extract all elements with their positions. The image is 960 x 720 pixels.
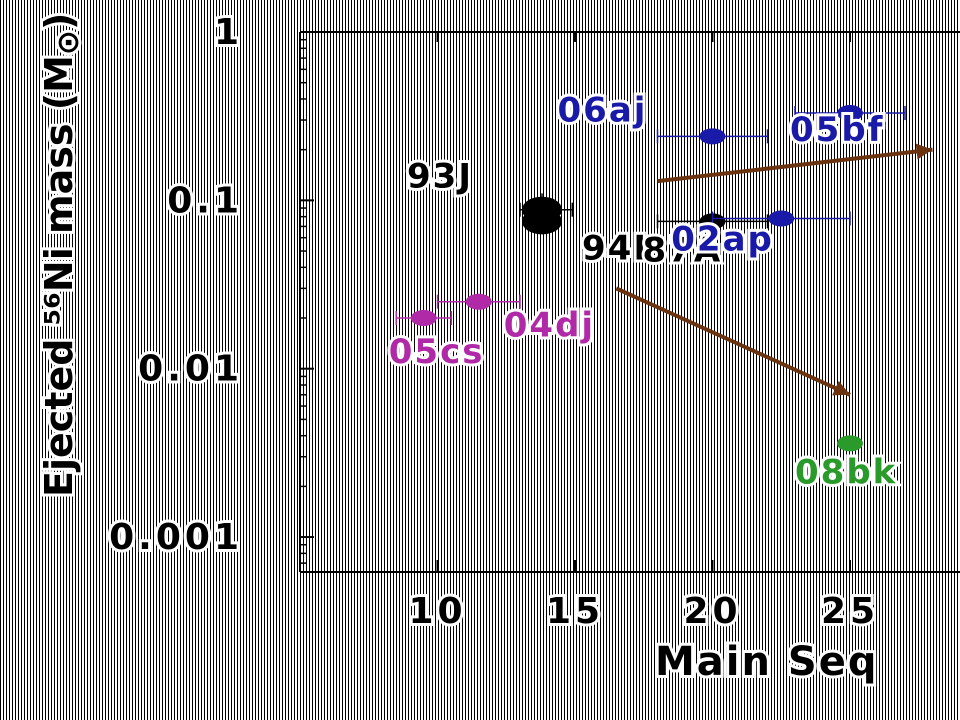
x-axis-title: Main Seq	[655, 639, 878, 685]
x-tick-label: 25	[821, 591, 879, 632]
svg-text:Ejected ⁵⁶Ni mass (M⊙): Ejected ⁵⁶Ni mass (M⊙)	[37, 13, 86, 497]
data-point-marker	[410, 310, 437, 327]
y-tick-label: 0.1	[167, 180, 243, 221]
trend-arrow-head	[832, 380, 850, 396]
y-axis-title: Ejected ⁵⁶Ni mass (M⊙)	[34, 10, 89, 500]
y-axis-title-text: Ejected ⁵⁶Ni mass (M	[37, 55, 81, 497]
point-label: 87A	[643, 230, 723, 270]
data-points	[395, 105, 906, 452]
y-tick-label: 0.001	[109, 517, 243, 558]
point-label: 04dj	[504, 306, 595, 346]
x-tick-label: 20	[683, 591, 741, 632]
y-axis-title-close: )	[37, 13, 81, 30]
point-label: 08bk	[795, 452, 897, 492]
data-point-marker	[522, 208, 562, 235]
y-tick-label: 1	[214, 12, 243, 53]
x-tick-label: 10	[408, 591, 466, 632]
trend-arrow-head	[915, 143, 933, 160]
data-point-marker	[837, 105, 863, 122]
data-point-marker	[465, 293, 492, 310]
data-point-marker	[837, 435, 863, 452]
x-tick-label: 15	[546, 591, 604, 632]
point-label: 05cs	[389, 332, 485, 372]
point-label: 93J	[407, 157, 473, 197]
data-point-marker	[768, 210, 795, 227]
point-label: 94I	[582, 228, 648, 268]
point-label: 05bf	[790, 110, 884, 150]
trend-arrows	[615, 143, 933, 397]
y-axis-title-sun-symbol: ⊙	[51, 30, 86, 55]
y-tick-label: 0.01	[138, 349, 243, 390]
point-label: 06aj	[558, 90, 648, 130]
point-label: 02ap	[671, 220, 774, 260]
plot-axes: 1 0.1 0.01 0.001 10 15 20 25	[106, 9, 960, 635]
trend-arrow-shaft	[657, 147, 933, 184]
trend-arrow-shaft	[615, 286, 851, 397]
data-point-marker	[699, 128, 726, 145]
